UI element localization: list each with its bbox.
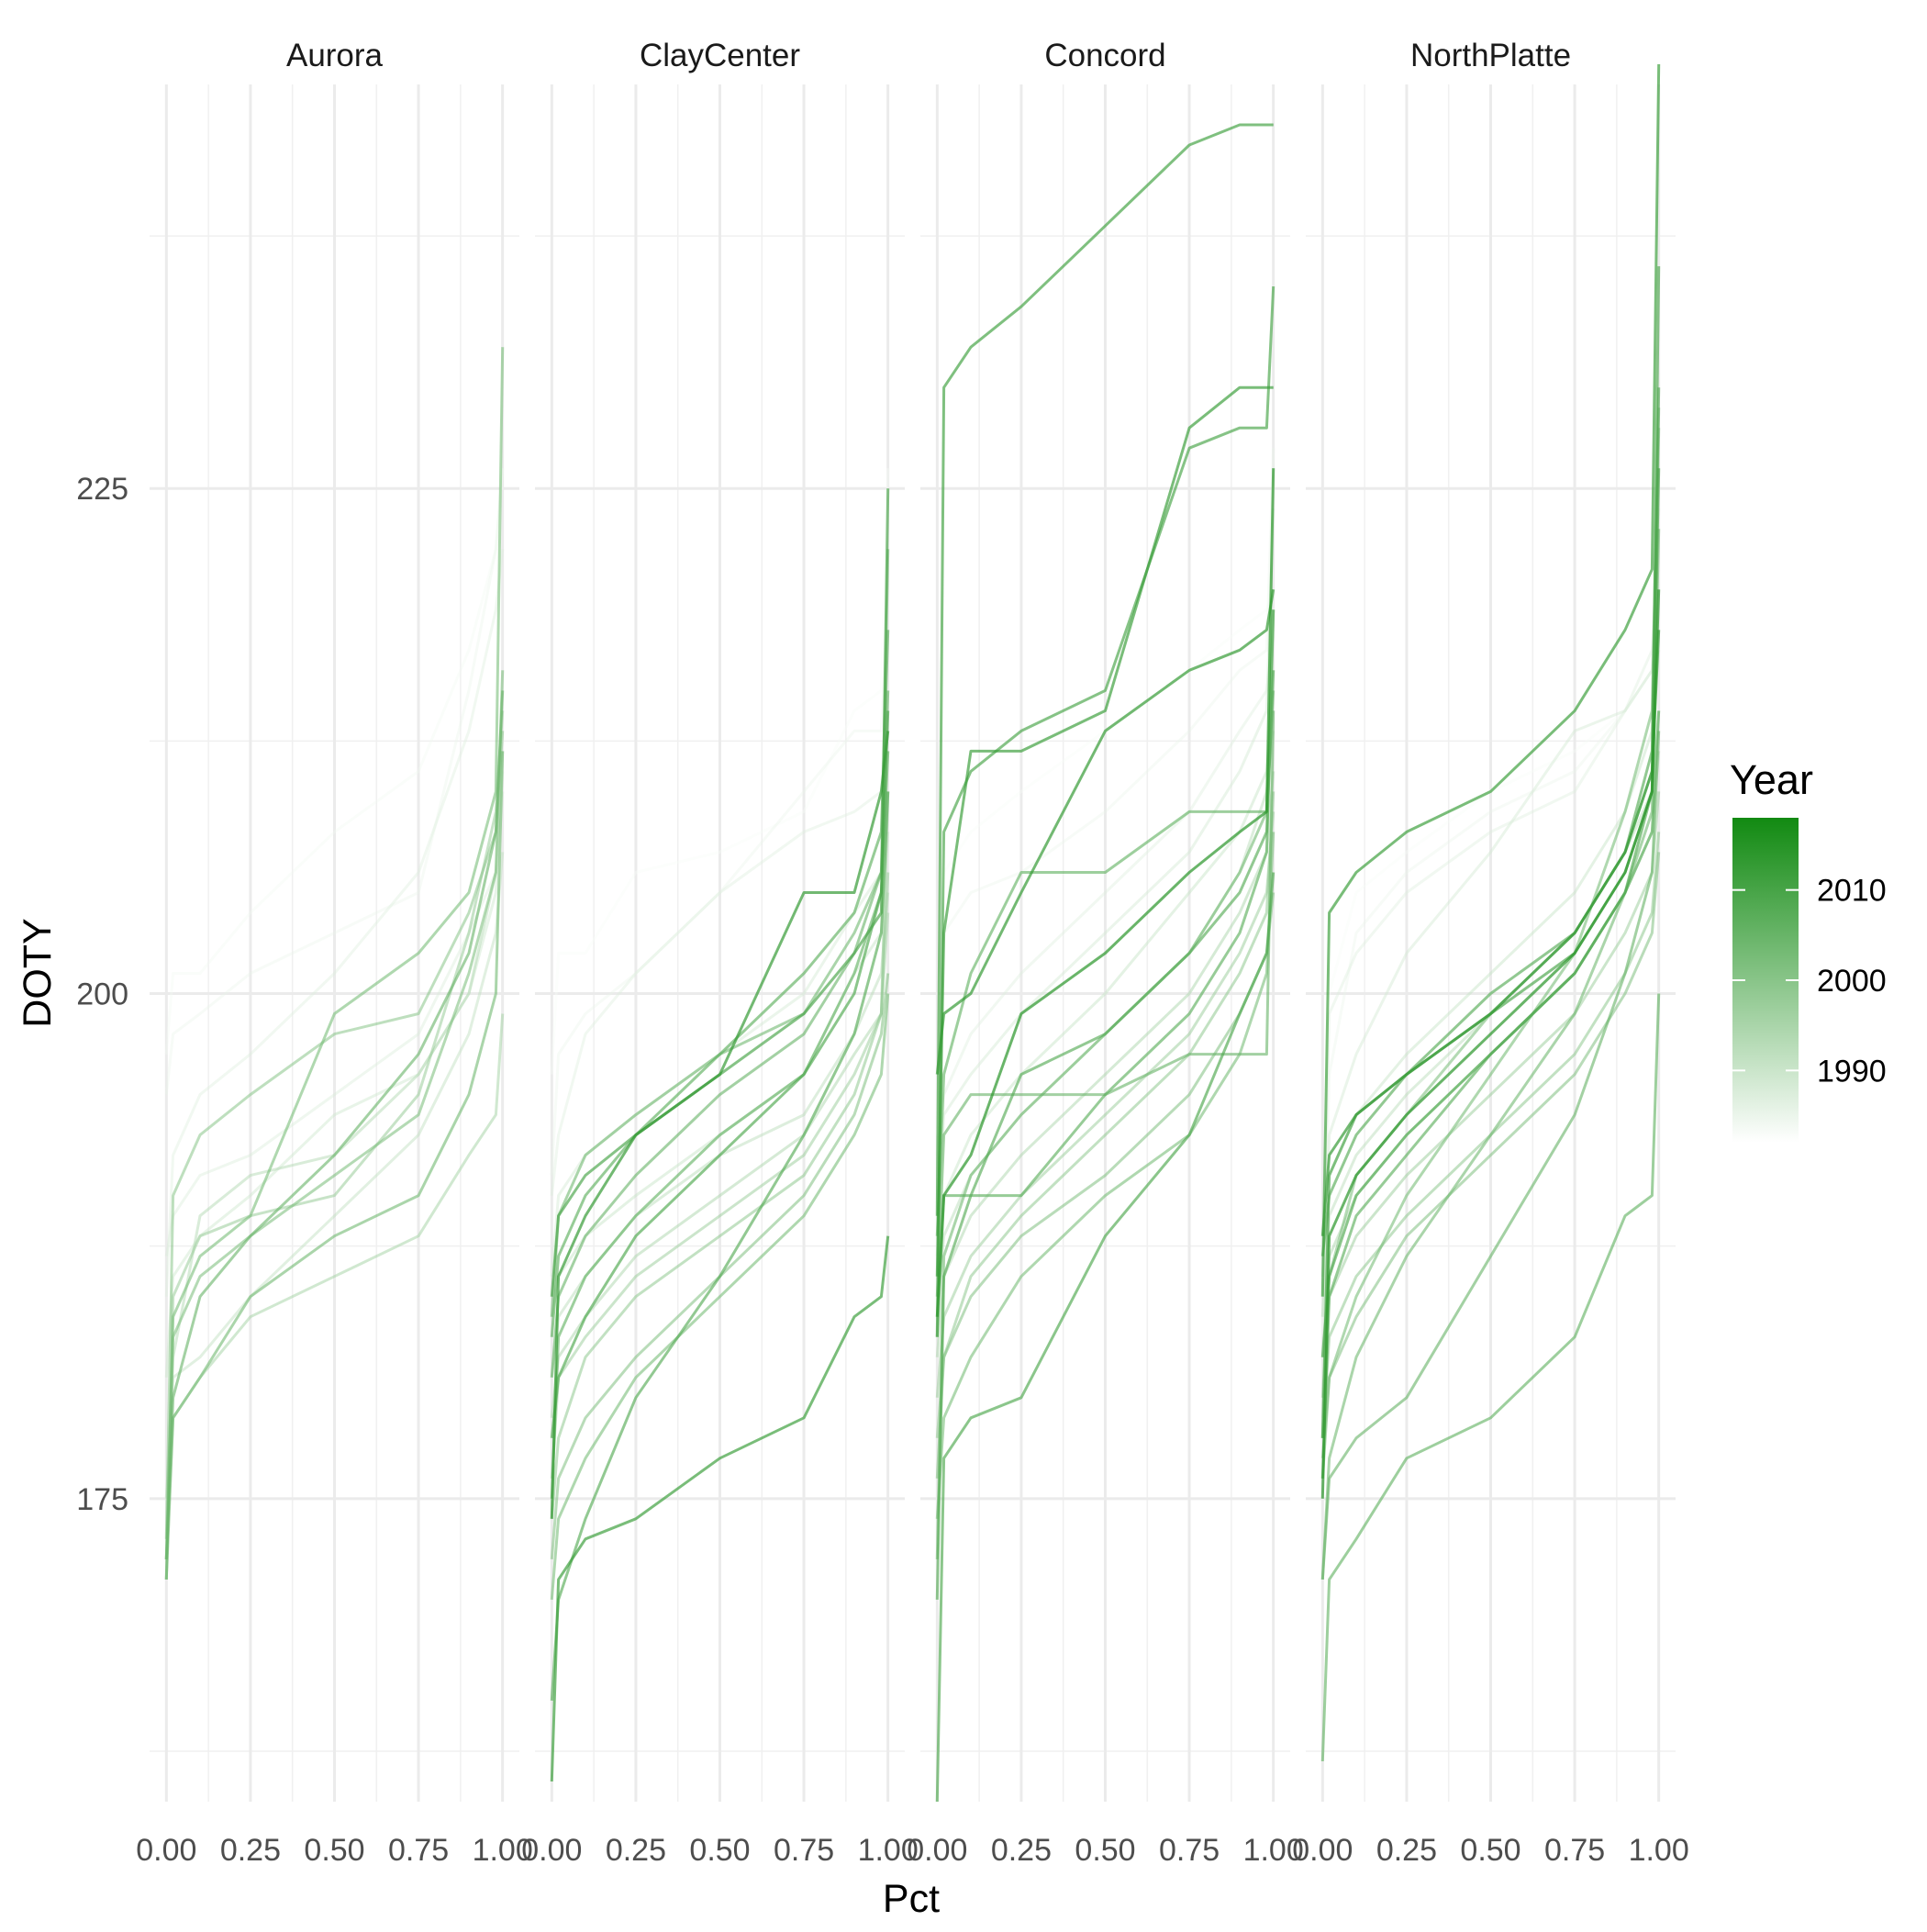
series-line-NorthPlatte-2003	[1320, 408, 1661, 1479]
series-line-Concord-1987	[935, 630, 1275, 1236]
x-tick-label: 0.75	[1159, 1833, 1220, 1868]
x-tick-label: 0.50	[689, 1833, 750, 1868]
series-layer	[164, 63, 1661, 1803]
series-line-Concord-1991	[935, 670, 1275, 1277]
series-line-NorthPlatte-2001	[1320, 852, 1661, 1458]
series-line-Concord-1985	[935, 448, 1275, 1156]
series-line-ClayCenter-1985	[550, 589, 890, 1176]
series-line-Concord-2012	[935, 385, 1274, 1277]
x-tick-label: 0.00	[136, 1833, 196, 1868]
series-line-ClayCenter-2003	[550, 993, 890, 1601]
x-tick-label: 0.75	[388, 1833, 449, 1868]
series-line-Concord-2008	[935, 670, 1275, 1600]
series-line-Concord-2007	[935, 609, 1275, 1337]
series-line-Concord-2010	[935, 286, 1275, 1337]
series-line-Concord-1995	[935, 771, 1275, 1357]
facet-strip-label: Concord	[1044, 38, 1165, 73]
legend-title: Year	[1730, 756, 1813, 803]
facet-strip-label: Aurora	[286, 38, 384, 73]
series-line-Concord-2014	[935, 468, 1275, 1317]
series-line-Aurora-2005	[164, 690, 505, 1559]
series-line-NorthPlatte-2008	[1320, 387, 1661, 1256]
series-line-ClayCenter-2008	[550, 791, 890, 1701]
x-tick-label: 0.75	[1544, 1833, 1605, 1868]
series-line-NorthPlatte-1987	[1320, 529, 1661, 1297]
series-line-Aurora-1988	[164, 771, 505, 1256]
series-line-Concord-1997	[935, 811, 1275, 1398]
x-tick-label: 0.75	[774, 1833, 834, 1868]
facet-panel-Concord	[920, 84, 1290, 1802]
series-line-Aurora-1990	[164, 791, 505, 1378]
series-line-Concord-1999	[935, 791, 1275, 1438]
axis-layer: Aurora 0.00 0.25 0.50 0.75 1.00 ClayCenter 0.00…	[16, 38, 1689, 1921]
series-line-Concord-2013	[935, 589, 1275, 1075]
series-line-Aurora-1984	[164, 468, 505, 1055]
series-line-ClayCenter-2007	[550, 630, 890, 1337]
facet-strip-label: NorthPlatte	[1410, 38, 1571, 73]
x-tick-label: 0.00	[521, 1833, 582, 1868]
x-axis-title: Pct	[883, 1877, 940, 1921]
series-line-ClayCenter-1997	[550, 872, 890, 1479]
series-line-NorthPlatte-1989	[1320, 508, 1661, 1418]
series-line-ClayCenter-1995	[550, 912, 890, 1418]
x-tick-label: 0.25	[606, 1833, 666, 1868]
x-tick-label: 1.00	[473, 1833, 533, 1868]
series-line-ClayCenter-1999	[550, 791, 890, 1519]
x-tick-label: 1.00	[858, 1833, 919, 1868]
x-tick-label: 0.50	[304, 1833, 364, 1868]
x-tick-label: 0.50	[1075, 1833, 1135, 1868]
series-line-NorthPlatte-1985	[1320, 569, 1661, 1378]
y-tick-label: 175	[76, 1482, 128, 1517]
series-line-NorthPlatte-2014	[1320, 589, 1661, 1499]
series-line-ClayCenter-2013	[550, 731, 890, 1519]
legend-tick-label: 2010	[1817, 874, 1887, 909]
series-line-NorthPlatte-2009	[1320, 266, 1661, 1357]
series-line-ClayCenter-2005	[550, 690, 890, 1378]
series-line-NorthPlatte-2012	[1320, 63, 1661, 1297]
series-line-NorthPlatte-2005	[1320, 731, 1661, 1580]
series-line-ClayCenter-2012	[550, 1235, 890, 1782]
series-line-ClayCenter-1987	[550, 690, 890, 1196]
legend-tick-label: 1990	[1817, 1054, 1887, 1089]
series-line-Aurora-2002	[164, 670, 505, 1580]
x-tick-label: 0.25	[220, 1833, 281, 1868]
x-tick-label: 1.00	[1629, 1833, 1689, 1868]
series-line-Concord-2009	[935, 872, 1275, 1803]
series-line-Aurora-1992	[164, 852, 505, 1499]
series-line-Aurora-1987	[164, 549, 505, 1297]
x-tick-label: 0.50	[1460, 1833, 1520, 1868]
series-line-Concord-2006	[935, 609, 1275, 1236]
grid-layer	[150, 84, 1676, 1802]
x-tick-label: 0.25	[991, 1833, 1052, 1868]
series-line-NorthPlatte-1997	[1320, 791, 1661, 1398]
facet-strip-label: ClayCenter	[640, 38, 800, 73]
series-line-NorthPlatte-2004	[1320, 529, 1661, 1580]
x-tick-label: 0.00	[907, 1833, 967, 1868]
series-line-Concord-2011	[935, 123, 1274, 1216]
x-tick-label: 1.00	[1243, 1833, 1304, 1868]
series-line-NorthPlatte-2006	[1320, 993, 1661, 1762]
series-line-ClayCenter-2006	[550, 751, 890, 1499]
series-line-ClayCenter-1983	[550, 468, 890, 1075]
series-line-Concord-2003	[935, 832, 1275, 1519]
legend-tick-label: 2000	[1817, 964, 1887, 999]
y-axis-title: DOTY	[16, 918, 60, 1027]
series-line-Aurora-1998	[164, 710, 505, 1580]
y-tick-label: 225	[76, 472, 128, 507]
legend: Year 1990 2000 2010	[1730, 756, 1887, 1143]
x-tick-label: 0.25	[1376, 1833, 1437, 1868]
series-line-Aurora-2004	[164, 751, 505, 1580]
facet-panel-ClayCenter	[535, 84, 905, 1802]
series-line-Concord-1989	[935, 508, 1275, 1256]
series-line-Aurora-2000	[164, 731, 505, 1539]
series-line-Aurora-1985	[164, 468, 505, 1095]
series-line-Aurora-2003	[164, 347, 505, 1559]
y-tick-label: 200	[76, 977, 128, 1012]
facet-panel-Aurora	[150, 84, 519, 1802]
series-line-NorthPlatte-2013	[1320, 630, 1661, 1236]
x-tick-label: 0.00	[1292, 1833, 1353, 1868]
